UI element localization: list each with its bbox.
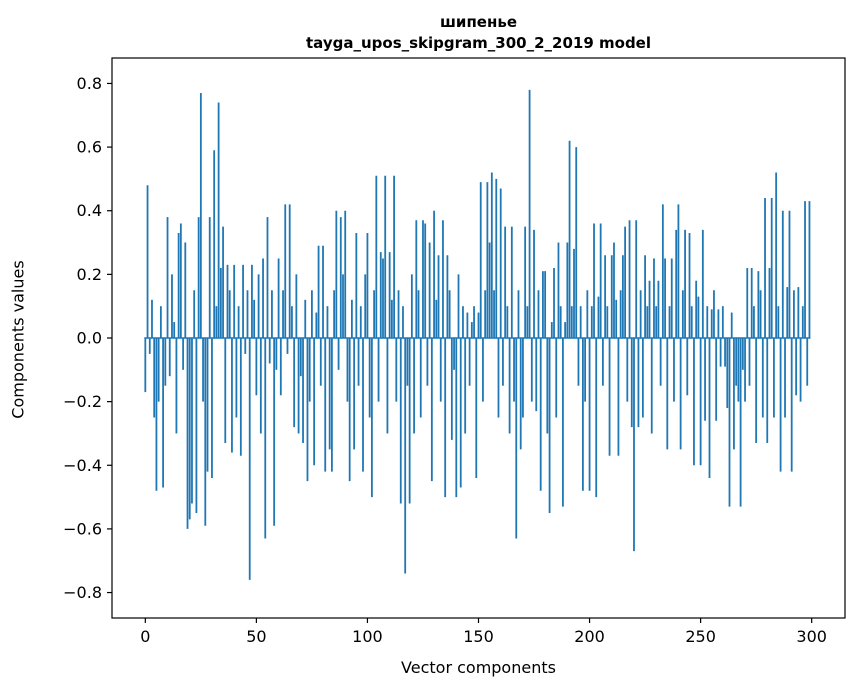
x-axis-label: Vector components — [401, 658, 556, 677]
y-tick-label: 0.8 — [77, 74, 102, 93]
x-tick-label: 100 — [352, 627, 383, 646]
chart-title: шипенье — [440, 13, 517, 31]
y-tick-label: 0.4 — [77, 201, 102, 220]
y-tick-label: −0.4 — [63, 456, 102, 475]
x-tick-label: 150 — [463, 627, 494, 646]
y-tick-label: 0.0 — [77, 329, 102, 348]
chart-subtitle: tayga_upos_skipgram_300_2_2019 model — [306, 34, 651, 52]
x-tick-label: 0 — [140, 627, 150, 646]
y-tick-label: −0.6 — [63, 519, 102, 538]
x-tick-label: 50 — [246, 627, 266, 646]
y-tick-label: −0.8 — [63, 583, 102, 602]
y-tick-label: 0.2 — [77, 265, 102, 284]
x-tick-label: 250 — [685, 627, 716, 646]
y-tick-label: −0.2 — [63, 392, 102, 411]
x-tick-label: 200 — [574, 627, 605, 646]
y-tick-label: 0.6 — [77, 138, 102, 157]
x-tick-label: 300 — [796, 627, 827, 646]
